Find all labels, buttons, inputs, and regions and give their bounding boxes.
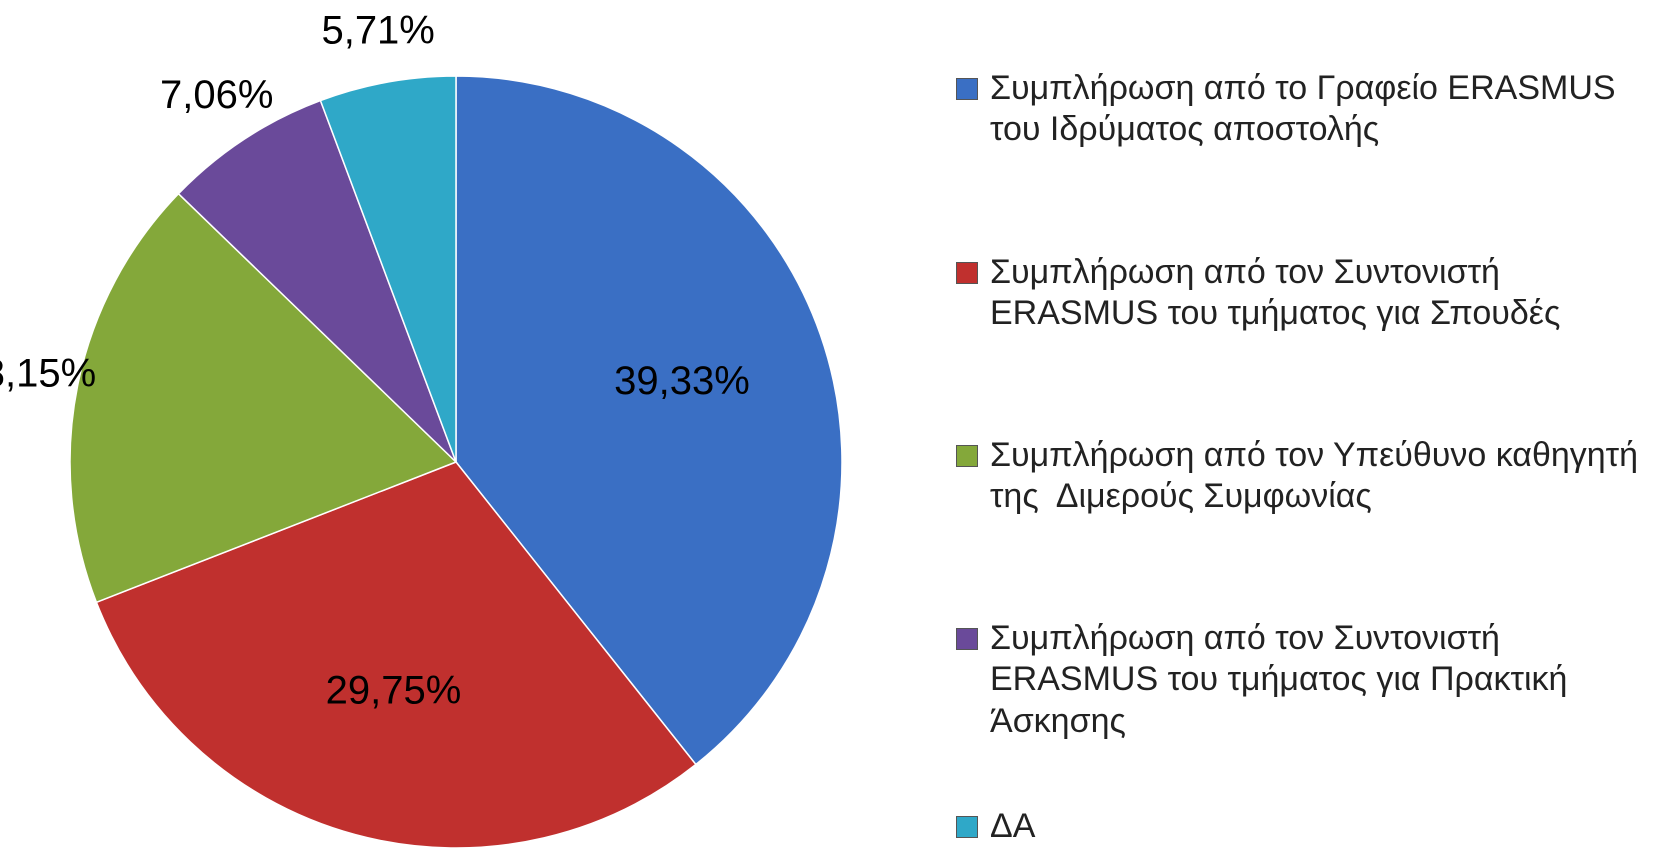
legend-label: ΔΑ <box>990 807 1036 845</box>
legend-label: Συμπλήρωση από τον Συντονιστή ERASMUS το… <box>990 253 1561 333</box>
legend-swatch <box>956 262 978 284</box>
data-label: 7,06% <box>160 73 273 117</box>
legend-swatch <box>956 816 978 838</box>
data-label: 39,33% <box>614 359 750 403</box>
legend-item: Συμπλήρωση από το Γραφείο ERASMUS του Ιδ… <box>956 68 1645 151</box>
data-label: 5,71% <box>321 8 434 52</box>
data-label: 29,75% <box>326 669 462 713</box>
legend-label: Συμπλήρωση από τον Συντονιστή ERASMUS το… <box>990 619 1576 740</box>
legend-swatch <box>956 78 978 100</box>
pie-slice <box>177 99 457 463</box>
legend-item: Συμπλήρωση από τον Υπεύθυνο καθηγητή της… <box>956 435 1648 518</box>
legend-item: Συμπλήρωση από τον Συντονιστή ERASMUS το… <box>956 618 1645 742</box>
data-label: 18,15% <box>0 352 96 396</box>
pie-slice <box>455 75 843 766</box>
legend-label: Συμπλήρωση από τον Υπεύθυνο καθηγητή της… <box>990 436 1648 516</box>
pie-slice <box>319 75 457 463</box>
legend-item: Συμπλήρωση από τον Συντονιστή ERASMUS το… <box>956 252 1645 335</box>
legend-swatch <box>956 445 978 467</box>
pie-slice <box>69 192 458 604</box>
legend-swatch <box>956 628 978 650</box>
legend-label: Συμπλήρωση από το Γραφείο ERASMUS του Ιδ… <box>990 69 1625 149</box>
pie-slice <box>95 461 697 849</box>
legend-item: ΔΑ <box>956 806 1645 847</box>
